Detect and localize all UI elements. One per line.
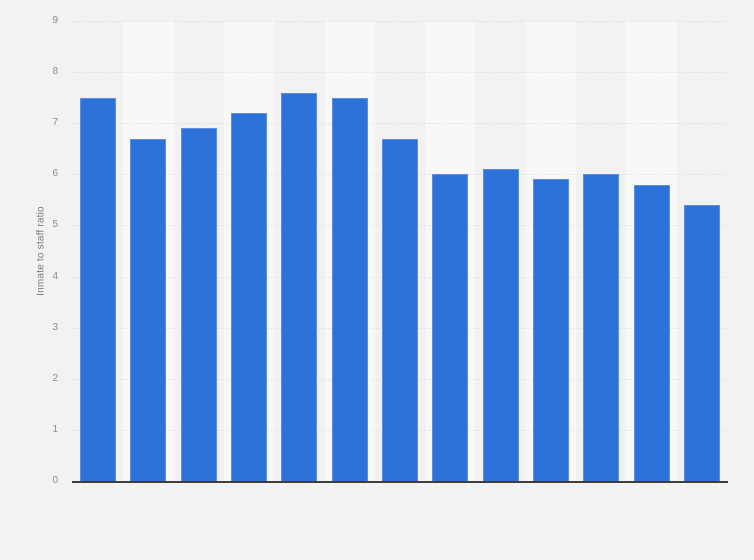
bar[interactable] <box>633 184 670 481</box>
gridline <box>73 72 727 74</box>
y-tick-label: 2 <box>52 372 58 384</box>
bar[interactable] <box>432 174 469 481</box>
y-tick-label: 0 <box>52 475 58 486</box>
bar[interactable] <box>231 113 268 481</box>
y-tick-label: 7 <box>52 117 58 129</box>
x-axis-baseline <box>72 481 728 483</box>
bar[interactable] <box>80 97 117 481</box>
bar[interactable] <box>331 97 368 481</box>
bar[interactable] <box>382 138 418 481</box>
bar[interactable] <box>180 128 217 481</box>
gridline <box>73 123 727 125</box>
y-tick-label: 1 <box>52 423 58 435</box>
bar[interactable] <box>482 169 519 481</box>
y-tick-label: 8 <box>52 66 58 78</box>
bar[interactable] <box>281 92 318 481</box>
bar[interactable] <box>532 179 569 481</box>
y-tick-label: 5 <box>52 219 58 231</box>
y-tick-label: 4 <box>52 270 58 282</box>
y-tick-label: 9 <box>52 15 58 26</box>
plot-area <box>72 21 728 483</box>
y-tick-label: 6 <box>52 168 58 180</box>
bar[interactable] <box>583 174 620 481</box>
gridline <box>73 21 727 22</box>
bar[interactable] <box>683 205 720 481</box>
y-tick-label: 3 <box>52 321 58 333</box>
bar[interactable] <box>130 138 167 481</box>
